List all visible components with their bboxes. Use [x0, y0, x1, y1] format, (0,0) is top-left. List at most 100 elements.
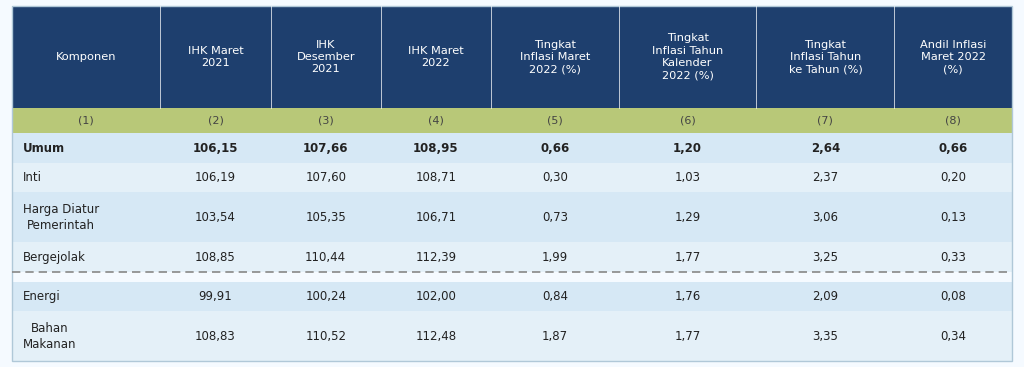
Text: 106,19: 106,19 [195, 171, 236, 184]
Text: (3): (3) [317, 116, 334, 126]
Bar [270, 282, 381, 312]
Text: 3,35: 3,35 [812, 330, 839, 343]
Bar [618, 282, 757, 312]
Bar [12, 312, 161, 361]
Bar [12, 134, 161, 163]
Text: 103,54: 103,54 [195, 211, 236, 224]
Bar [894, 109, 1012, 134]
Bar [618, 134, 757, 163]
Bar [757, 109, 894, 134]
Text: 108,83: 108,83 [195, 330, 236, 343]
Bar [381, 312, 492, 361]
Text: 0,84: 0,84 [542, 290, 568, 303]
Text: 106,15: 106,15 [193, 142, 239, 155]
Text: 0,33: 0,33 [940, 251, 966, 264]
Text: 1,29: 1,29 [675, 211, 700, 224]
Bar [492, 282, 618, 312]
Text: 2,64: 2,64 [811, 142, 840, 155]
Bar [12, 242, 161, 272]
Bar [270, 134, 381, 163]
Text: 102,00: 102,00 [416, 290, 457, 303]
Text: 3,06: 3,06 [812, 211, 839, 224]
Bar [12, 282, 161, 312]
Text: (2): (2) [208, 116, 223, 126]
Bar [757, 282, 894, 312]
Text: (4): (4) [428, 116, 443, 126]
Bar [894, 6, 1012, 109]
Bar [381, 242, 492, 272]
Text: IHK Maret
2022: IHK Maret 2022 [409, 46, 464, 68]
Bar [161, 192, 270, 242]
Bar [12, 192, 161, 242]
Text: 1,77: 1,77 [675, 251, 700, 264]
Bar [12, 109, 161, 134]
Bar [161, 312, 270, 361]
Bar [270, 242, 381, 272]
Text: IHK Maret
2021: IHK Maret 2021 [187, 46, 244, 68]
Text: (6): (6) [680, 116, 695, 126]
Text: 0,20: 0,20 [940, 171, 966, 184]
Bar [270, 192, 381, 242]
Bar [161, 242, 270, 272]
Bar [894, 312, 1012, 361]
Bar [618, 242, 757, 272]
Bar [381, 282, 492, 312]
Text: 100,24: 100,24 [305, 290, 346, 303]
Bar [492, 192, 618, 242]
Text: 0,08: 0,08 [940, 290, 966, 303]
Text: Bahan
Makanan: Bahan Makanan [23, 322, 76, 351]
Bar [894, 282, 1012, 312]
Text: (7): (7) [817, 116, 834, 126]
Text: 112,48: 112,48 [416, 330, 457, 343]
Text: Energi: Energi [23, 290, 60, 303]
Bar [757, 312, 894, 361]
Text: 107,60: 107,60 [305, 171, 346, 184]
Bar [161, 282, 270, 312]
Text: Tingkat
Inflasi Tahun
Kalender
2022 (%): Tingkat Inflasi Tahun Kalender 2022 (%) [652, 33, 723, 81]
Text: 1,76: 1,76 [675, 290, 700, 303]
Bar [492, 6, 618, 109]
Text: 1,03: 1,03 [675, 171, 700, 184]
Text: 108,85: 108,85 [195, 251, 236, 264]
Text: Komponen: Komponen [56, 52, 117, 62]
Text: 105,35: 105,35 [305, 211, 346, 224]
Text: (1): (1) [79, 116, 94, 126]
Bar [757, 242, 894, 272]
Bar [381, 6, 492, 109]
Text: 1,20: 1,20 [673, 142, 702, 155]
Text: 1,99: 1,99 [542, 251, 568, 264]
Text: Harga Diatur
Pemerintah: Harga Diatur Pemerintah [23, 203, 98, 232]
Text: Tingkat
Inflasi Tahun
ke Tahun (%): Tingkat Inflasi Tahun ke Tahun (%) [788, 40, 862, 75]
Text: 0,30: 0,30 [542, 171, 568, 184]
Bar [618, 192, 757, 242]
Text: 108,95: 108,95 [413, 142, 459, 155]
Bar [161, 134, 270, 163]
Bar [492, 109, 618, 134]
Bar [270, 109, 381, 134]
Bar [12, 6, 161, 109]
Bar [894, 163, 1012, 192]
Bar [161, 163, 270, 192]
Bar [492, 134, 618, 163]
Bar [161, 109, 270, 134]
Text: Umum: Umum [23, 142, 65, 155]
Text: Inti: Inti [23, 171, 42, 184]
Text: 112,39: 112,39 [416, 251, 457, 264]
Text: 0,66: 0,66 [541, 142, 569, 155]
Text: 0,34: 0,34 [940, 330, 966, 343]
Text: Bergejolak: Bergejolak [23, 251, 85, 264]
Bar [618, 163, 757, 192]
Text: 0,13: 0,13 [940, 211, 966, 224]
Bar [492, 312, 618, 361]
Bar [618, 109, 757, 134]
Bar [757, 6, 894, 109]
Bar [270, 163, 381, 192]
Bar [270, 6, 381, 109]
Bar [618, 6, 757, 109]
Text: 107,66: 107,66 [303, 142, 348, 155]
Text: 1,87: 1,87 [542, 330, 568, 343]
Text: 1,77: 1,77 [675, 330, 700, 343]
Text: 108,71: 108,71 [416, 171, 457, 184]
Text: (5): (5) [547, 116, 563, 126]
Bar [381, 134, 492, 163]
